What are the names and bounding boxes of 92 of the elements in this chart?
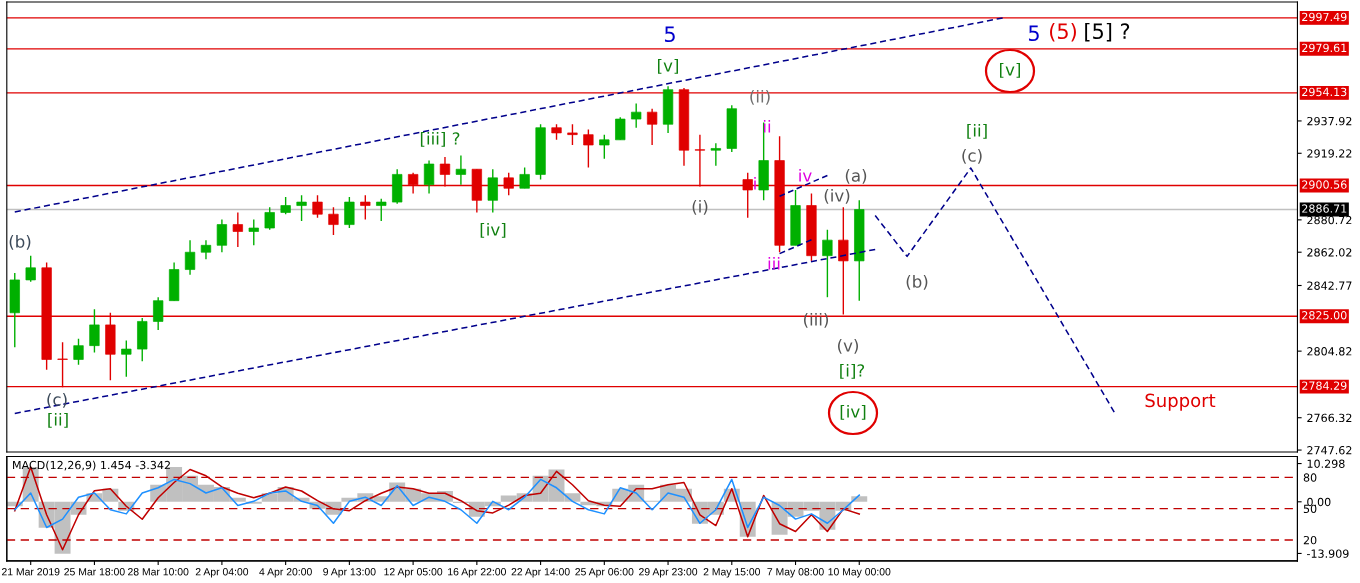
candlestick bbox=[296, 194, 307, 222]
annotation: [ii] bbox=[48, 412, 68, 428]
candlestick bbox=[264, 206, 275, 231]
annotation: (ii) bbox=[750, 89, 770, 105]
y-tick-label: -13.909 bbox=[1307, 549, 1349, 558]
candlestick bbox=[344, 196, 355, 229]
candlestick bbox=[646, 107, 658, 146]
candlestick bbox=[487, 168, 498, 214]
y-tick-label: 2937.92 bbox=[1307, 116, 1352, 126]
annotation: 5 bbox=[664, 26, 675, 43]
y-tick-label: 2880.72 bbox=[1307, 215, 1352, 225]
x-tick-label: 2 Apr 04:00 bbox=[195, 568, 249, 578]
y2-tick-label: 80 bbox=[1303, 473, 1317, 482]
line-series bbox=[874, 167, 1115, 413]
candlestick bbox=[599, 133, 610, 160]
x-tick-label: 28 Mar 10:00 bbox=[128, 568, 189, 576]
candlestick bbox=[360, 194, 371, 221]
candlestick bbox=[615, 116, 626, 141]
candlestick bbox=[121, 339, 132, 378]
candlestick bbox=[25, 255, 36, 283]
annotation: (c) bbox=[962, 148, 982, 164]
y-tick-label: 2766.32 bbox=[1307, 413, 1352, 423]
candlestick bbox=[184, 239, 196, 276]
annotation: Support bbox=[1145, 393, 1216, 411]
x-tick-label: 12 Apr 05:00 bbox=[384, 568, 443, 578]
ref-line-label: 2825.00 bbox=[1302, 311, 1347, 320]
annotation: (a) bbox=[845, 168, 867, 184]
y2-tick-label: 20 bbox=[1303, 535, 1317, 545]
x-tick-label: 4 Apr 20:00 bbox=[259, 568, 312, 578]
x-tick-label: 21 Mar 2019 bbox=[1, 568, 60, 576]
candlestick bbox=[567, 123, 578, 146]
annotation: (iii) bbox=[803, 312, 829, 328]
candlestick bbox=[248, 218, 259, 247]
x-tick-label: 9 Apr 13:00 bbox=[323, 568, 376, 578]
candlestick bbox=[710, 142, 721, 167]
candlestick bbox=[153, 296, 164, 331]
candlestick bbox=[216, 218, 228, 253]
annotation: (i) bbox=[692, 199, 708, 215]
y-tick-label: 2804.82 bbox=[1307, 347, 1352, 356]
annotation: iii bbox=[768, 256, 780, 270]
x-tick-label: 7 May 08:00 bbox=[767, 568, 824, 578]
annotation: [iii] ? bbox=[420, 131, 460, 147]
ref-line-label: 2900.56 bbox=[1302, 180, 1347, 189]
x-tick-label: 2 May 15:00 bbox=[703, 568, 761, 578]
candlestick bbox=[822, 229, 833, 298]
y-tick-label: 2919.22 bbox=[1307, 149, 1352, 158]
x-tick-label: 10 May 00:00 bbox=[828, 568, 891, 578]
ref-line-label: 2954.13 bbox=[1302, 87, 1347, 97]
candlestick bbox=[200, 239, 212, 260]
annotation: [i]? bbox=[840, 363, 865, 379]
annotation: (c) bbox=[47, 392, 67, 408]
y-tick-label: 10.298 bbox=[1307, 459, 1345, 468]
candlestick bbox=[312, 194, 323, 219]
annotation: [ii] bbox=[967, 123, 987, 139]
chart-title: MACD(12,26,9) 1.454 -3.342 bbox=[13, 460, 170, 471]
annotation: [iv] bbox=[480, 222, 506, 238]
annotation: 5 bbox=[1028, 25, 1039, 42]
y-tick-label: 2862.02 bbox=[1307, 248, 1352, 257]
annotation: (5) bbox=[1050, 22, 1076, 42]
ref-line-label: 2784.29 bbox=[1302, 381, 1347, 390]
candlestick bbox=[455, 154, 467, 186]
annotation: (b) bbox=[9, 234, 31, 250]
line-series bbox=[14, 478, 861, 529]
candlestick bbox=[423, 159, 435, 195]
ref-line-label: 2997.49 bbox=[1302, 12, 1347, 22]
annotation: [v] bbox=[658, 58, 678, 74]
x-tick-label: 16 Apr 22:00 bbox=[448, 568, 506, 578]
annotation: [v] bbox=[1000, 62, 1020, 78]
annotation: (v) bbox=[838, 338, 858, 354]
candlestick bbox=[328, 206, 339, 236]
x-tick-label: 22 Apr 14:00 bbox=[511, 568, 570, 578]
annotation: ii bbox=[763, 119, 771, 133]
candlestick bbox=[631, 102, 642, 129]
candlestick bbox=[89, 308, 100, 354]
candlestick bbox=[232, 211, 243, 248]
annotation: [iv] bbox=[840, 404, 866, 420]
candlestick bbox=[376, 197, 387, 222]
annotation: (iv) bbox=[824, 188, 850, 204]
x-tick-label: 29 Apr 23:00 bbox=[639, 568, 698, 578]
annotation: i bbox=[754, 176, 756, 190]
y-tick-label: 2842.77 bbox=[1307, 281, 1352, 290]
x-tick-label: 25 Mar 18:00 bbox=[64, 568, 125, 576]
ref-line-label: 2886.71 bbox=[1302, 204, 1347, 213]
candlestick bbox=[583, 128, 594, 169]
candlestick bbox=[519, 166, 530, 189]
x-tick-label: 25 Apr 06:00 bbox=[575, 568, 634, 578]
candlestick bbox=[73, 338, 84, 366]
annotation: [5] ? bbox=[1085, 22, 1130, 42]
y-tick-label: 2747.62 bbox=[1307, 446, 1352, 455]
annotation: iv bbox=[799, 168, 812, 182]
ref-line-label: 2979.61 bbox=[1302, 43, 1347, 53]
annotation: (b) bbox=[906, 274, 928, 290]
